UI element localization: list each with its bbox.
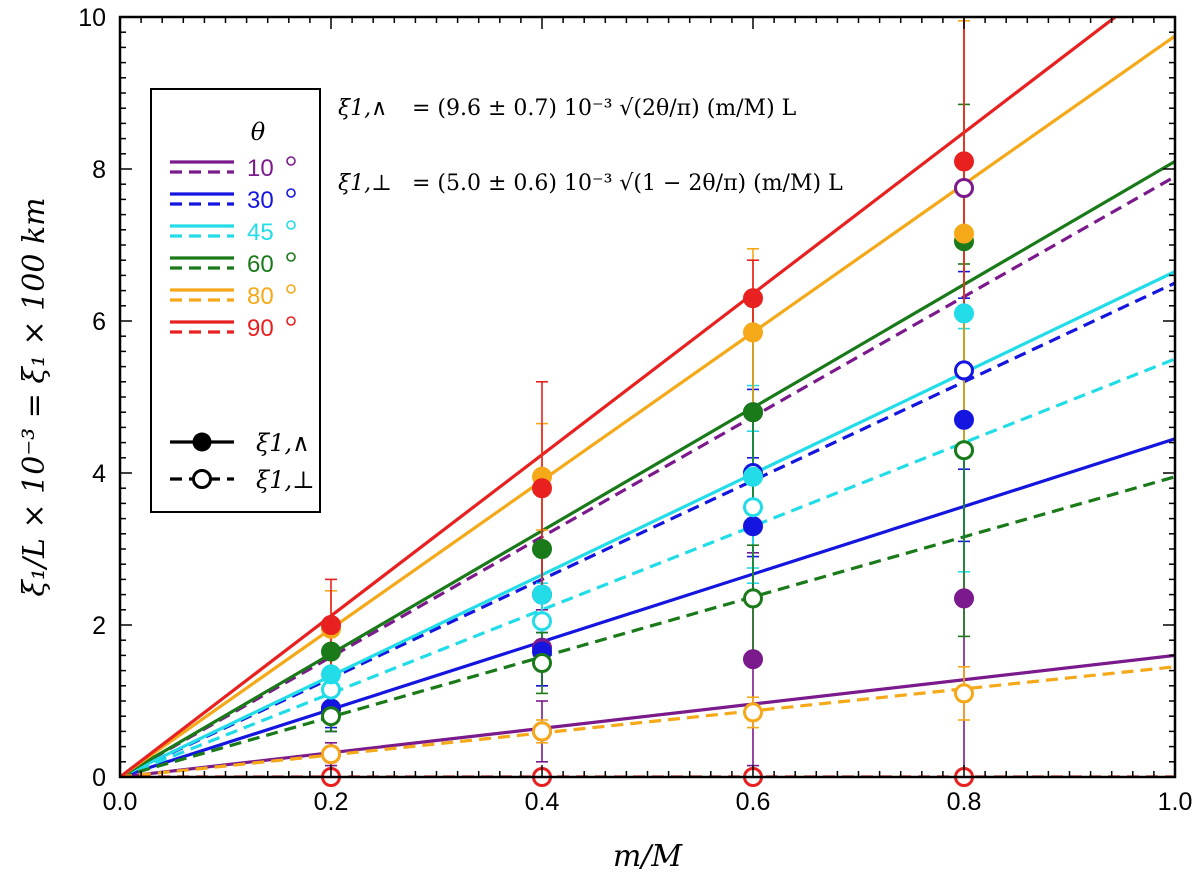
legend-degree-80 xyxy=(286,284,296,294)
fit-line-perp-10 xyxy=(120,175,1175,777)
y-tick-label: 4 xyxy=(92,460,106,488)
y-axis-title: ξ₁/L × 10⁻³ = ξ₁ × 100 km xyxy=(17,197,52,596)
fit-line-parallel-60 xyxy=(120,160,1175,777)
x-tick-label: 0.4 xyxy=(525,788,560,816)
legend-degree-30 xyxy=(286,188,296,198)
marker-perp-60-3 xyxy=(954,440,974,461)
legend-label-parallel: ξ1,∧ xyxy=(256,429,310,457)
equation-parallel-rhs: = (9.6 ± 0.7) 10⁻³ √(2θ/π) (m/M) L xyxy=(412,96,797,121)
fit-lines xyxy=(120,17,1175,777)
axes: 0.0 0.2 0.4 0.6 0.8 1.0 0 2 4 6 8 10 m/M ξ₁/L × 10⁻³ … xyxy=(17,4,1192,874)
marker-parallel-80-3 xyxy=(954,223,974,244)
marker-perp-60-0 xyxy=(321,706,341,727)
marker-parallel-10-2 xyxy=(743,649,763,670)
x-tick-label: 0.6 xyxy=(736,788,771,816)
marker-perp-80-2 xyxy=(743,702,763,723)
marker-parallel-90-1 xyxy=(532,478,552,499)
legend-open-marker xyxy=(192,469,212,489)
x-tick-label: 1.0 xyxy=(1158,788,1193,816)
legend-degree-45 xyxy=(286,220,296,230)
x-axis-title: m/M xyxy=(613,839,684,874)
marker-parallel-80-2 xyxy=(743,322,763,343)
x-tick-label: 0.2 xyxy=(314,788,349,816)
legend-degree-10 xyxy=(286,156,296,166)
x-tick-label: 0.0 xyxy=(103,788,138,816)
legend: θ 10 30 45 60 80 90 ξ1,∧ ξ1,⊥ xyxy=(150,88,321,513)
legend-label-perp: ξ1,⊥ xyxy=(256,466,315,494)
marker-parallel-45-2 xyxy=(743,466,763,487)
y-tick-label: 10 xyxy=(78,4,106,32)
y-tick-label: 0 xyxy=(92,764,106,792)
fit-equations: ξ1,∧ = (9.6 ± 0.7) 10⁻³ √(2θ/π) (m/M) L ξ1… xyxy=(338,96,843,196)
data-points xyxy=(321,16,974,787)
marker-parallel-90-0 xyxy=(321,615,341,635)
equation-parallel-lhs: ξ1,∧ xyxy=(338,96,387,121)
legend-label-30: 30 xyxy=(247,187,274,214)
y-tick-label: 2 xyxy=(92,612,106,640)
legend-degree-60 xyxy=(286,252,296,262)
marker-parallel-90-2 xyxy=(743,288,763,309)
y-tick-label: 8 xyxy=(92,156,106,184)
legend-label-45: 45 xyxy=(247,219,274,246)
fit-line-parallel-90 xyxy=(120,17,1118,777)
legend-label-60: 60 xyxy=(247,251,274,278)
equation-perp-rhs: = (5.0 ± 0.6) 10⁻³ √(1 − 2θ/π) (m/M) L xyxy=(412,171,843,196)
marker-perp-45-1 xyxy=(532,611,552,632)
legend-label-10: 10 xyxy=(247,155,274,182)
marker-perp-80-3 xyxy=(954,683,974,704)
fit-line-parallel-45 xyxy=(120,270,1175,777)
marker-perp-60-1 xyxy=(532,653,552,673)
fit-line-parallel-10 xyxy=(120,653,1175,777)
marker-perp-80-1 xyxy=(532,721,552,742)
marker-perp-30-3 xyxy=(954,360,974,381)
marker-parallel-60-0 xyxy=(321,641,341,662)
legend-degree-90 xyxy=(286,316,296,326)
fit-line-parallel-30 xyxy=(120,437,1175,777)
legend-filled-marker xyxy=(192,432,212,452)
legend-title: θ xyxy=(251,118,266,146)
x-tick-label: 0.8 xyxy=(947,788,982,816)
marker-parallel-45-1 xyxy=(532,584,552,605)
fit-line-perp-80 xyxy=(120,665,1175,777)
marker-parallel-60-1 xyxy=(532,539,552,559)
marker-parallel-90-3 xyxy=(954,151,974,172)
legend-label-90: 90 xyxy=(247,315,274,342)
legend-label-80: 80 xyxy=(247,283,274,310)
fit-line-perp-30 xyxy=(120,281,1175,777)
marker-parallel-10-3 xyxy=(954,588,974,609)
marker-perp-80-0 xyxy=(321,744,341,765)
fit-line-parallel-80 xyxy=(120,34,1175,777)
marker-parallel-30-3 xyxy=(954,409,974,430)
equation-perp-lhs: ξ1,⊥ xyxy=(338,171,392,196)
marker-parallel-30-2 xyxy=(743,516,763,537)
marker-perp-10-3 xyxy=(954,178,974,198)
y-tick-label: 6 xyxy=(92,308,106,336)
marker-parallel-45-0 xyxy=(321,664,341,685)
marker-parallel-45-3 xyxy=(954,303,974,324)
marker-perp-45-2 xyxy=(743,497,763,518)
marker-parallel-60-2 xyxy=(743,402,763,423)
fit-line-perp-60 xyxy=(120,475,1175,777)
marker-perp-60-2 xyxy=(743,588,763,609)
